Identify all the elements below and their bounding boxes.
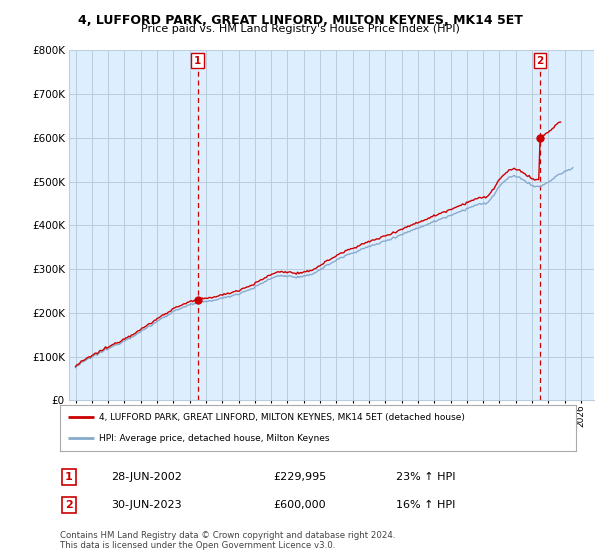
Text: 16% ↑ HPI: 16% ↑ HPI <box>397 500 455 510</box>
Text: 4, LUFFORD PARK, GREAT LINFORD, MILTON KEYNES, MK14 5ET: 4, LUFFORD PARK, GREAT LINFORD, MILTON K… <box>77 14 523 27</box>
Text: £600,000: £600,000 <box>274 500 326 510</box>
Text: 23% ↑ HPI: 23% ↑ HPI <box>396 472 456 482</box>
Text: Contains HM Land Registry data © Crown copyright and database right 2024.
This d: Contains HM Land Registry data © Crown c… <box>60 531 395 550</box>
Text: 2: 2 <box>536 55 544 66</box>
Text: £229,995: £229,995 <box>274 472 326 482</box>
Text: 30-JUN-2023: 30-JUN-2023 <box>112 500 182 510</box>
Text: 1: 1 <box>194 55 201 66</box>
Text: HPI: Average price, detached house, Milton Keynes: HPI: Average price, detached house, Milt… <box>98 434 329 443</box>
Text: 4, LUFFORD PARK, GREAT LINFORD, MILTON KEYNES, MK14 5ET (detached house): 4, LUFFORD PARK, GREAT LINFORD, MILTON K… <box>98 413 464 422</box>
Text: 1: 1 <box>65 472 73 482</box>
Text: 28-JUN-2002: 28-JUN-2002 <box>112 472 182 482</box>
Text: 2: 2 <box>65 500 73 510</box>
Text: Price paid vs. HM Land Registry's House Price Index (HPI): Price paid vs. HM Land Registry's House … <box>140 24 460 34</box>
